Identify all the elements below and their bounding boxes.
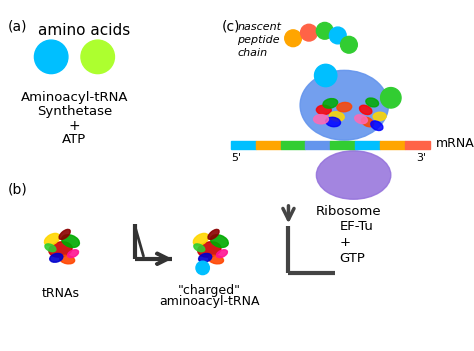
Text: 3': 3' (416, 153, 426, 163)
Text: 5': 5' (231, 153, 241, 163)
Text: (c): (c) (221, 20, 240, 34)
Ellipse shape (45, 233, 60, 245)
Text: Ribosome: Ribosome (316, 205, 382, 218)
Ellipse shape (366, 98, 379, 107)
Circle shape (81, 40, 114, 74)
FancyBboxPatch shape (231, 141, 255, 150)
Ellipse shape (198, 242, 221, 257)
Ellipse shape (50, 253, 63, 262)
Ellipse shape (60, 255, 74, 264)
Ellipse shape (314, 114, 328, 124)
Circle shape (196, 261, 210, 274)
Ellipse shape (209, 255, 224, 264)
Ellipse shape (68, 250, 79, 258)
Ellipse shape (316, 151, 391, 199)
Ellipse shape (62, 235, 80, 247)
Text: +: + (69, 119, 80, 133)
Ellipse shape (355, 114, 367, 124)
Ellipse shape (330, 111, 344, 121)
Circle shape (381, 87, 401, 108)
Ellipse shape (337, 102, 352, 112)
Ellipse shape (49, 242, 72, 257)
Text: aminoacyl-tRNA: aminoacyl-tRNA (159, 295, 260, 308)
Text: tRNAs: tRNAs (42, 287, 80, 300)
Ellipse shape (208, 230, 219, 239)
Circle shape (329, 27, 346, 44)
FancyBboxPatch shape (380, 141, 405, 150)
Text: nascent
peptide
chain: nascent peptide chain (237, 21, 281, 58)
Text: amino acids: amino acids (37, 24, 130, 38)
Ellipse shape (323, 98, 337, 108)
Ellipse shape (326, 117, 340, 127)
Circle shape (301, 24, 317, 41)
Ellipse shape (317, 105, 331, 115)
Text: (b): (b) (8, 183, 27, 197)
Text: EF-Tu
+
GTP: EF-Tu + GTP (340, 220, 374, 265)
FancyBboxPatch shape (405, 141, 430, 150)
Text: mRNA: mRNA (436, 137, 474, 150)
Circle shape (340, 37, 357, 53)
FancyBboxPatch shape (281, 141, 305, 150)
Ellipse shape (371, 121, 383, 131)
Ellipse shape (210, 235, 228, 247)
Circle shape (315, 64, 337, 87)
FancyBboxPatch shape (255, 141, 281, 150)
FancyBboxPatch shape (355, 141, 380, 150)
Text: Aminoacyl-tRNA: Aminoacyl-tRNA (21, 91, 128, 104)
Ellipse shape (45, 244, 56, 252)
Ellipse shape (300, 70, 389, 140)
Ellipse shape (374, 112, 386, 121)
Circle shape (316, 22, 333, 39)
FancyBboxPatch shape (305, 141, 330, 150)
Ellipse shape (59, 230, 70, 239)
Text: ATP: ATP (62, 133, 87, 146)
Ellipse shape (361, 118, 374, 126)
Text: "charged": "charged" (178, 284, 241, 297)
FancyBboxPatch shape (330, 141, 355, 150)
Text: Synthetase: Synthetase (37, 105, 112, 118)
Circle shape (285, 30, 301, 47)
Ellipse shape (359, 106, 372, 114)
Ellipse shape (217, 250, 228, 258)
Circle shape (35, 40, 68, 74)
Text: (a): (a) (8, 20, 27, 34)
Ellipse shape (199, 253, 212, 262)
Ellipse shape (194, 244, 205, 252)
Ellipse shape (193, 233, 209, 245)
